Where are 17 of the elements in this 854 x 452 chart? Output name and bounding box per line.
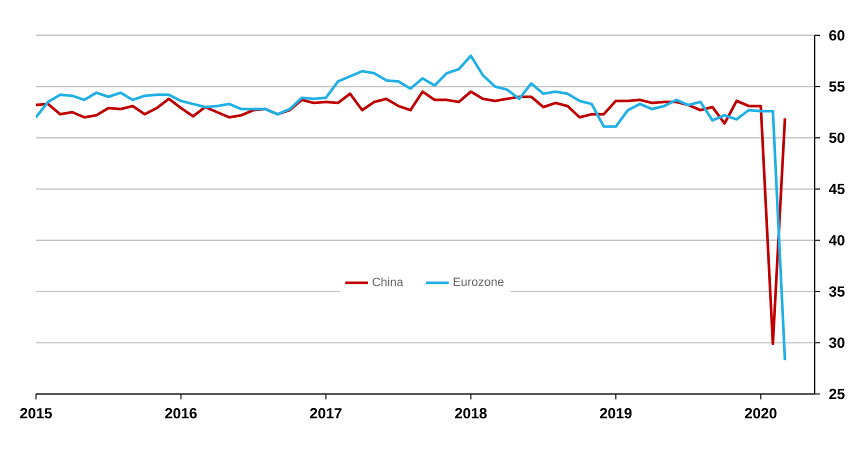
y-tick-label: 45 xyxy=(828,184,845,194)
y-tick-label: 55 xyxy=(829,81,845,92)
legend-label: China xyxy=(372,277,404,286)
x-tick-label: 2020 xyxy=(744,408,776,418)
y-tick-label: 30 xyxy=(829,338,844,348)
x-tick-label: 2015 xyxy=(20,408,52,418)
legend-label: Eurozone xyxy=(454,278,504,286)
x-tick-label: 2018 xyxy=(455,408,487,418)
x-tick-label: 2017 xyxy=(310,408,342,418)
y-tick-label: 50 xyxy=(829,132,844,143)
y-tick-label: 40 xyxy=(828,235,844,246)
line-series xyxy=(36,90,786,346)
y-tick-label: 35 xyxy=(829,286,845,297)
y-tick-label: 25 xyxy=(829,388,845,400)
y-tick-label: 60 xyxy=(829,30,844,41)
x-tick-label: 2016 xyxy=(165,408,197,418)
x-tick-label: 2019 xyxy=(600,408,632,418)
